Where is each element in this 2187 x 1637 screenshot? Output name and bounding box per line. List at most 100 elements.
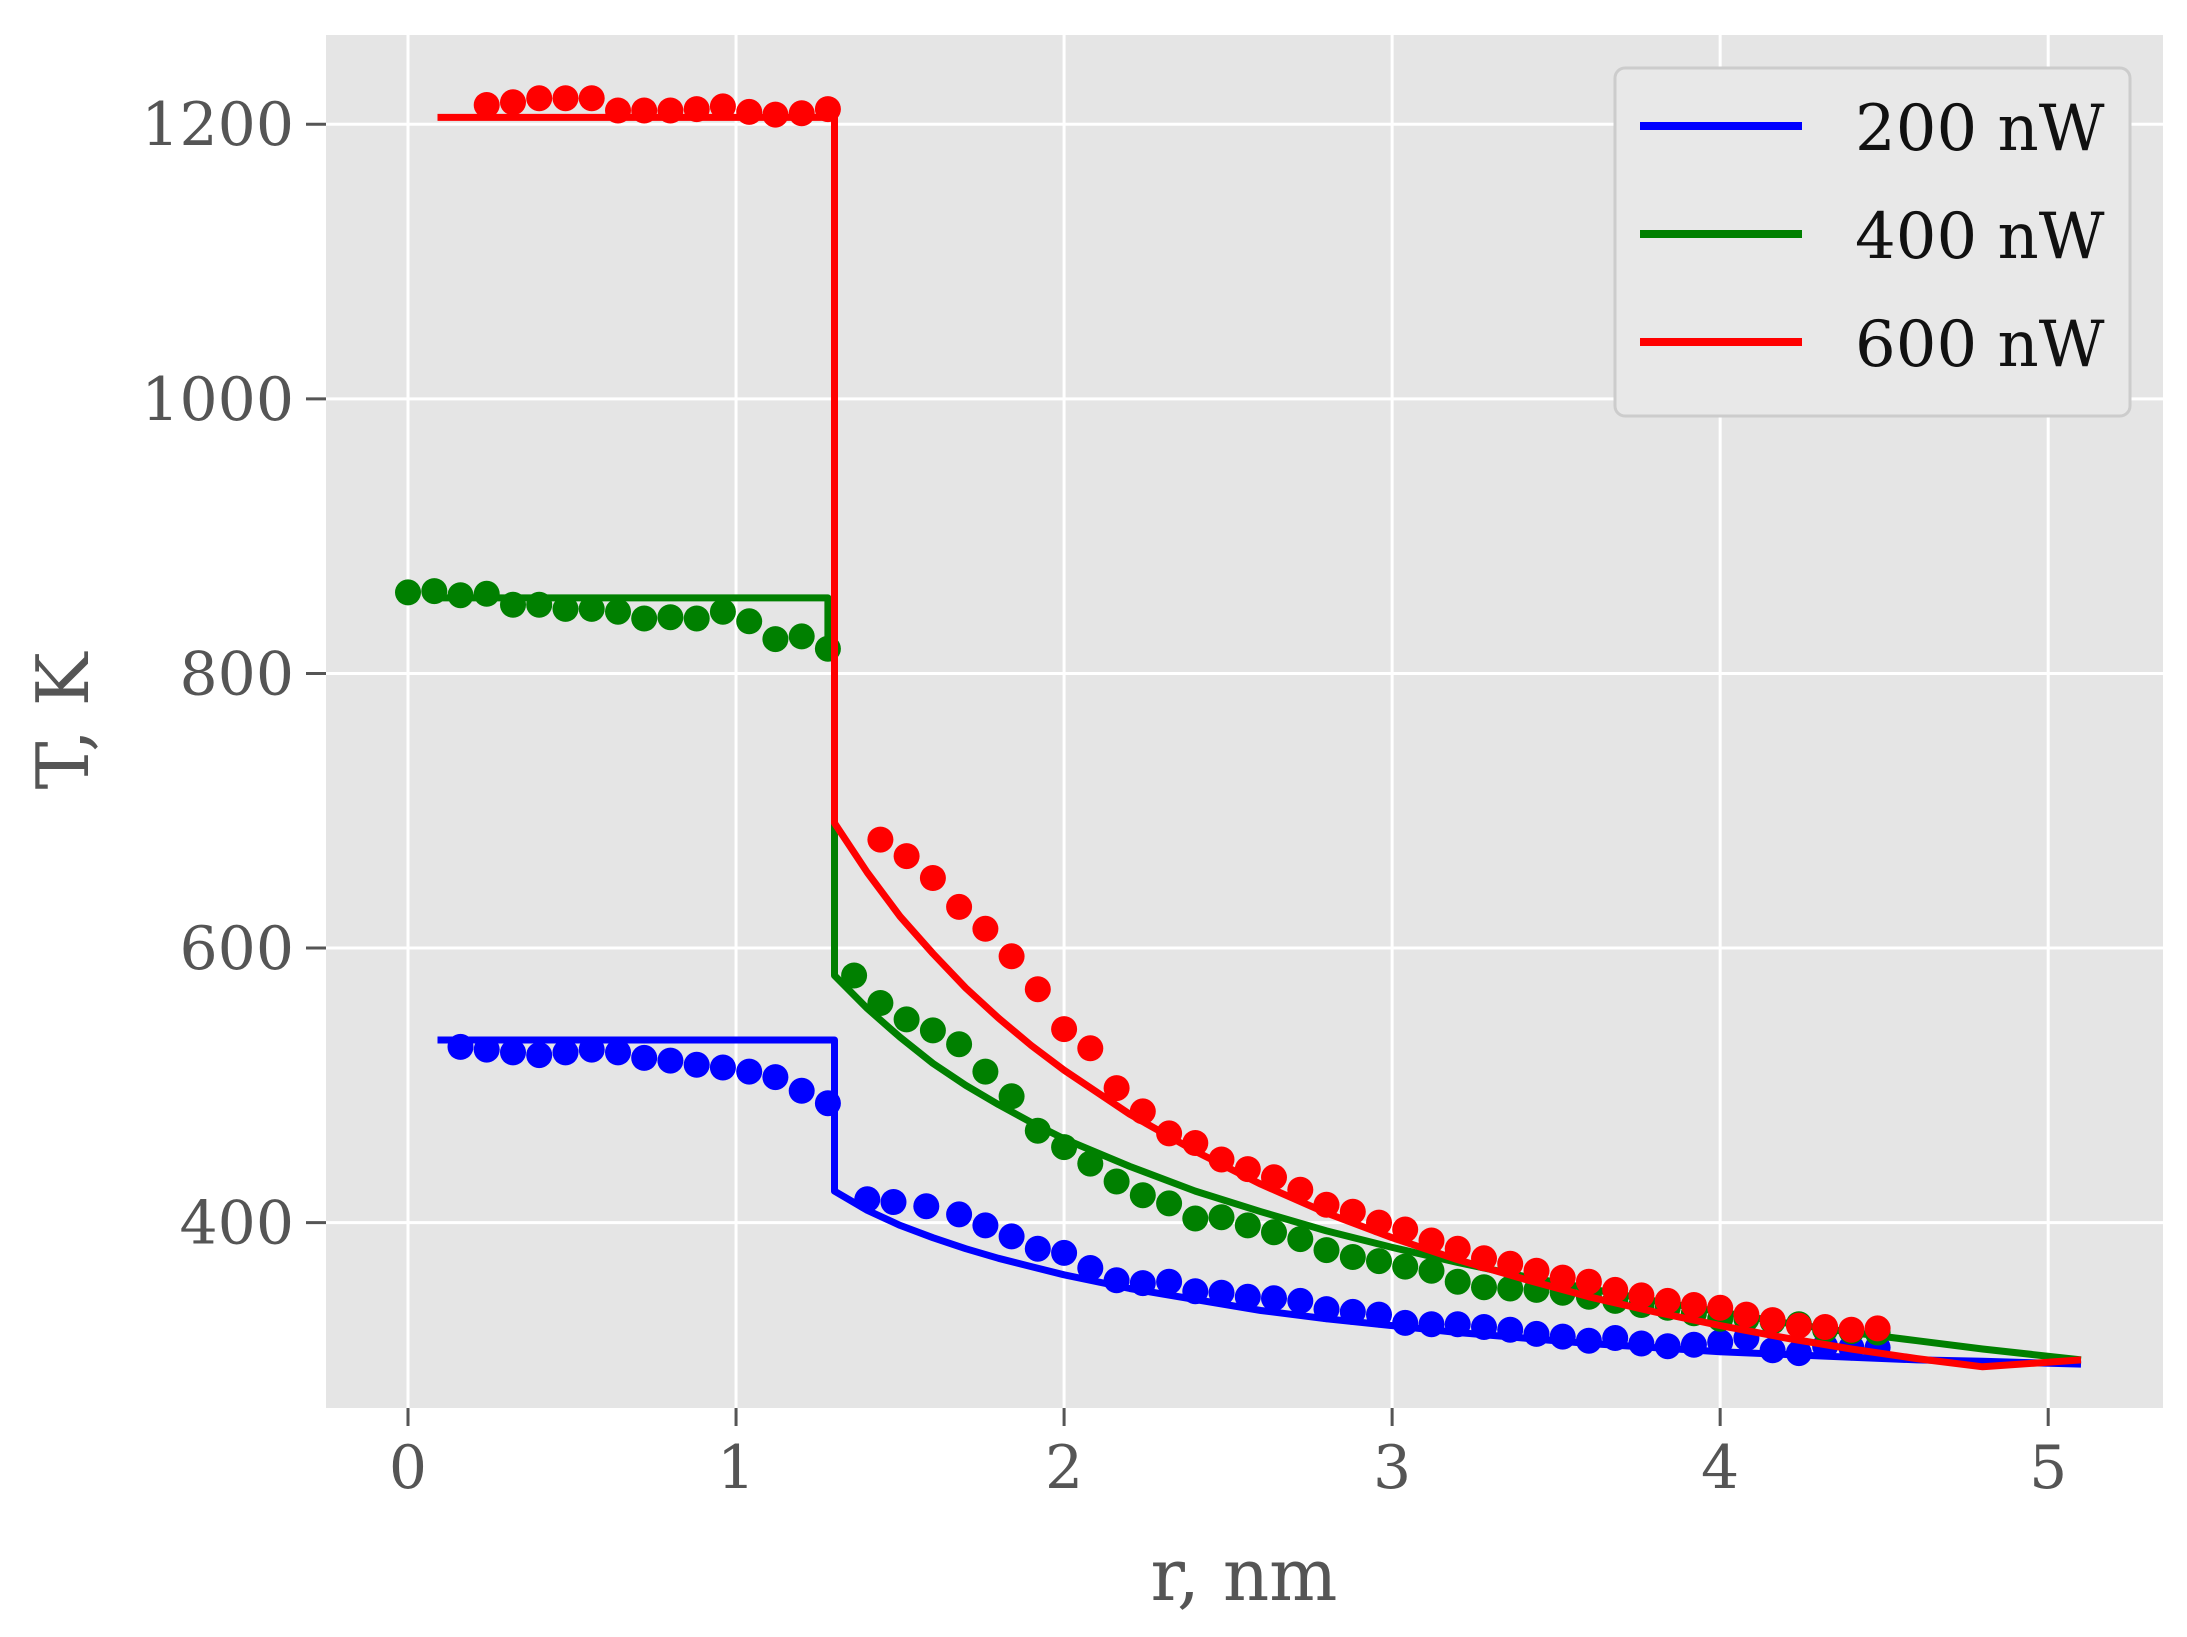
data-point-200nw	[1680, 1331, 1707, 1358]
data-point-600nw	[1313, 1191, 1340, 1218]
data-point-200nw	[605, 1039, 631, 1066]
data-point-200nw	[1287, 1287, 1314, 1314]
data-point-600nw	[1628, 1282, 1655, 1309]
data-point-600nw	[1707, 1294, 1734, 1321]
data-point-600nw	[1051, 1016, 1078, 1043]
data-point-400nw	[578, 595, 605, 622]
y-tick-label: 400	[179, 1189, 294, 1259]
data-point-400nw	[395, 579, 421, 606]
data-point-200nw	[578, 1036, 605, 1063]
data-point-600nw	[1444, 1235, 1471, 1262]
data-point-200nw	[1051, 1239, 1078, 1266]
data-point-600nw	[709, 93, 736, 120]
data-point-600nw	[1156, 1120, 1183, 1147]
data-point-600nw	[1234, 1156, 1261, 1183]
data-point-600nw	[919, 865, 946, 891]
data-point-200nw	[1077, 1255, 1104, 1281]
data-point-600nw	[1575, 1268, 1602, 1295]
data-point-200nw	[447, 1033, 474, 1060]
data-point-400nw	[1366, 1248, 1392, 1275]
data-point-600nw	[972, 915, 999, 942]
data-point-200nw	[913, 1193, 940, 1220]
data-point-200nw	[1471, 1314, 1497, 1340]
data-point-400nw	[552, 595, 579, 622]
series-line-600nw	[437, 113, 2082, 1371]
data-point-200nw	[1549, 1323, 1576, 1350]
data-point-200nw	[1182, 1278, 1209, 1305]
data-point-600nw	[1208, 1146, 1235, 1173]
data-point-400nw	[1444, 1268, 1471, 1295]
data-point-400nw	[893, 1006, 920, 1033]
data-point-600nw	[1759, 1307, 1786, 1334]
data-point-400nw	[605, 598, 631, 625]
data-point-600nw	[788, 100, 815, 127]
axis-ticks: 0 1 2 3 4 5 400 600 800 1000 1200	[141, 90, 2067, 1503]
data-point-200nw	[1392, 1309, 1419, 1336]
data-point-400nw	[1234, 1212, 1261, 1239]
data-point-600nw	[1261, 1164, 1287, 1191]
data-point-600nw	[1339, 1198, 1366, 1225]
data-point-600nw	[893, 843, 920, 870]
x-tick-label: 4	[1701, 1433, 1739, 1503]
data-point-400nw	[421, 578, 448, 605]
data-point-600nw	[1129, 1098, 1156, 1125]
x-tick-label: 2	[1045, 1433, 1083, 1503]
data-point-400nw	[1471, 1274, 1497, 1301]
data-point-600nw	[946, 893, 973, 920]
data-point-400nw	[788, 623, 815, 650]
data-point-400nw	[709, 598, 736, 625]
data-point-600nw	[1497, 1250, 1524, 1277]
y-tick-label: 1000	[141, 365, 294, 435]
data-point-400nw	[447, 582, 474, 609]
data-point-400nw	[1077, 1150, 1104, 1177]
data-point-600nw	[657, 97, 684, 124]
data-point-200nw	[1418, 1311, 1445, 1338]
data-point-600nw	[1785, 1312, 1812, 1339]
data-point-600nw	[1418, 1227, 1445, 1254]
data-point-200nw	[552, 1039, 579, 1066]
data-point-200nw	[788, 1077, 815, 1104]
data-point-600nw	[1733, 1301, 1760, 1328]
data-point-200nw	[1156, 1268, 1183, 1295]
data-point-600nw	[1680, 1292, 1707, 1318]
x-tick-label: 3	[1373, 1433, 1411, 1503]
data-point-600nw	[552, 85, 579, 112]
data-point-600nw	[1392, 1216, 1419, 1243]
data-point-400nw	[657, 604, 684, 631]
data-point-400nw	[762, 626, 789, 653]
y-tick-label: 1200	[141, 90, 294, 160]
data-point-600nw	[1024, 976, 1051, 1003]
data-point-400nw	[1497, 1275, 1524, 1302]
data-point-600nw	[1812, 1314, 1839, 1340]
data-point-400nw	[526, 591, 553, 618]
data-point-400nw	[841, 962, 868, 989]
data-point-200nw	[1313, 1296, 1340, 1323]
data-point-600nw	[1471, 1245, 1497, 1272]
data-point-200nw	[1628, 1330, 1655, 1357]
data-point-200nw	[631, 1044, 658, 1071]
series-line-200nw	[437, 1036, 2082, 1368]
data-point-400nw	[1339, 1244, 1366, 1270]
data-point-400nw	[946, 1031, 973, 1058]
data-point-200nw	[1602, 1325, 1629, 1351]
data-point-600nw	[998, 943, 1025, 970]
data-point-400nw	[500, 591, 526, 618]
series-layer	[395, 85, 2082, 1371]
data-point-200nw	[657, 1047, 684, 1074]
data-point-400nw	[867, 990, 894, 1016]
data-point-600nw	[1182, 1130, 1209, 1156]
data-point-400nw	[1156, 1190, 1183, 1217]
data-point-400nw	[683, 605, 710, 632]
data-point-400nw	[631, 605, 658, 632]
data-point-200nw	[1785, 1340, 1812, 1367]
data-point-200nw	[1261, 1285, 1287, 1312]
data-point-400nw	[1261, 1219, 1287, 1246]
data-point-400nw	[1103, 1168, 1130, 1195]
data-point-200nw	[473, 1036, 500, 1063]
data-point-200nw	[880, 1189, 907, 1215]
y-tick-label: 600	[179, 914, 294, 984]
data-point-200nw	[1707, 1329, 1734, 1356]
data-point-400nw	[972, 1058, 999, 1085]
data-point-400nw	[1182, 1205, 1209, 1232]
data-point-600nw	[631, 97, 658, 124]
